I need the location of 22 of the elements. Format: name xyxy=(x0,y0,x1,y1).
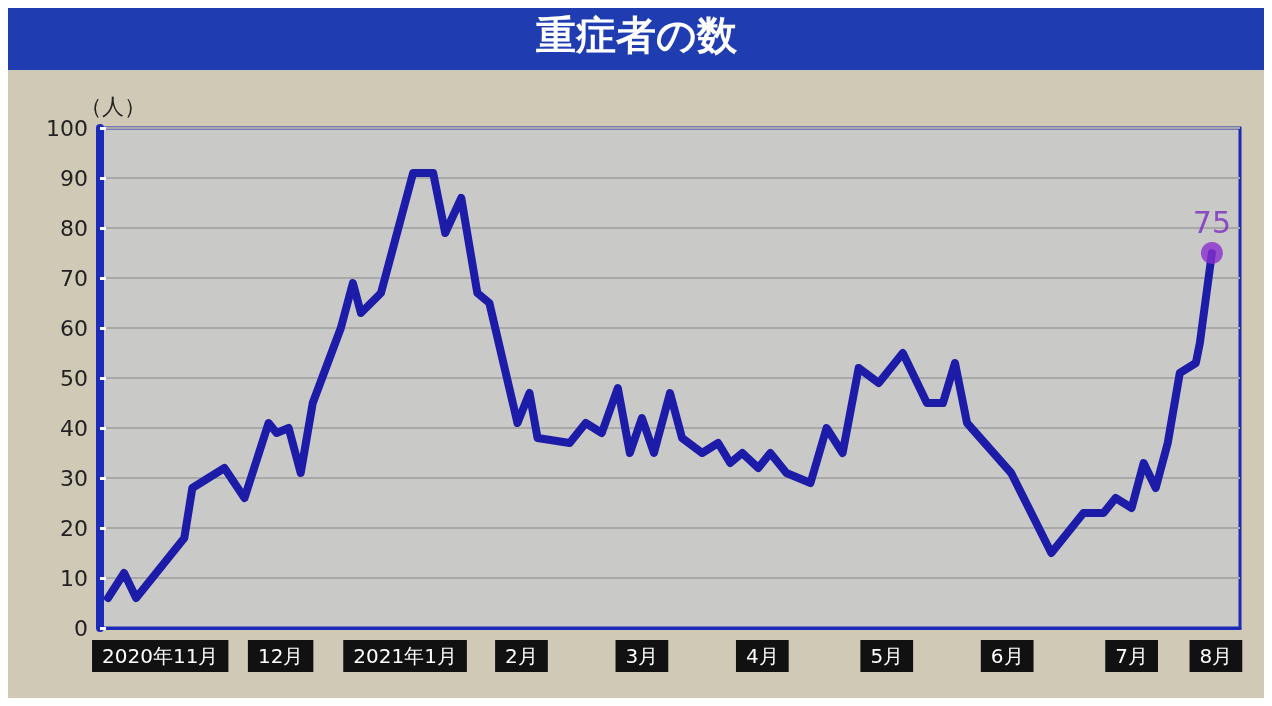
y-tick-label: 90 xyxy=(60,165,88,191)
y-tick-label: 40 xyxy=(60,415,88,441)
x-tick-label: 3月 xyxy=(625,644,659,668)
x-tick-label: 12月 xyxy=(257,644,304,668)
y-tick-label: 0 xyxy=(74,615,88,641)
y-tick-label: 60 xyxy=(60,315,88,341)
x-tick-label: 7月 xyxy=(1115,644,1148,668)
x-tick-label: 4月 xyxy=(745,644,779,668)
x-tick-label: 2月 xyxy=(505,644,538,668)
y-tick-label: 30 xyxy=(60,465,88,491)
x-tick-label: 2020年11月 xyxy=(102,644,219,668)
y-tick-label: 70 xyxy=(60,265,88,291)
x-tick-label: 2021年1月 xyxy=(353,644,457,668)
x-tick-label: 6月 xyxy=(990,644,1024,668)
y-tick-label: 50 xyxy=(60,365,88,391)
x-tick-label: 8月 xyxy=(1199,644,1233,668)
annotation: 75 xyxy=(1192,204,1231,240)
x-tick-label: 5月 xyxy=(870,644,904,668)
chart-title: 重症者の数 xyxy=(535,12,738,58)
y-tick-label: 20 xyxy=(60,515,88,541)
y-tick-label: 10 xyxy=(60,565,88,591)
y-tick-label: 80 xyxy=(60,215,88,241)
